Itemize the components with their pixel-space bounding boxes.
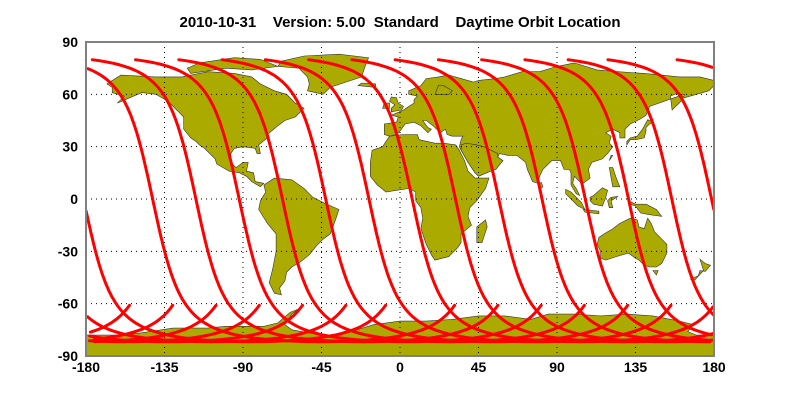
land-new-guinea bbox=[627, 200, 663, 217]
plot-frame bbox=[85, 41, 715, 357]
y-tick-label: -60 bbox=[58, 296, 78, 312]
orbit-track bbox=[88, 303, 131, 334]
x-tick-label: 135 bbox=[624, 359, 648, 375]
y-tick-label: -30 bbox=[58, 243, 78, 259]
land-taiwan bbox=[609, 155, 614, 161]
orbit-track bbox=[307, 58, 714, 344]
orbit-track bbox=[220, 58, 630, 344]
x-tick-label: 0 bbox=[396, 359, 404, 375]
land-south-america bbox=[258, 177, 340, 296]
orbit-track bbox=[480, 58, 709, 342]
orbit-track bbox=[86, 209, 388, 344]
x-tick-label: -90 bbox=[233, 359, 253, 375]
orbit-track bbox=[606, 58, 714, 211]
orbit-track bbox=[134, 58, 543, 344]
land-borneo bbox=[589, 187, 608, 207]
y-tick-label: 60 bbox=[62, 86, 78, 102]
y-tick-label: 90 bbox=[62, 34, 78, 50]
land-australia bbox=[596, 217, 668, 268]
y-tick-label: 30 bbox=[62, 139, 78, 155]
plot-area bbox=[86, 42, 714, 356]
x-tick-label: 180 bbox=[702, 359, 726, 375]
y-tick-label: 0 bbox=[70, 191, 78, 207]
orbit-track bbox=[436, 58, 712, 344]
land-sumatra bbox=[565, 188, 586, 211]
orbit-track bbox=[177, 58, 586, 344]
x-tick-label: -135 bbox=[150, 359, 178, 375]
land-arctic-islands bbox=[186, 57, 280, 74]
land-new-zealand bbox=[689, 258, 712, 281]
land-sulawesi bbox=[607, 196, 619, 208]
orbit-track bbox=[675, 58, 714, 69]
land-africa bbox=[370, 134, 490, 261]
chart-title: 2010-10-31 Version: 5.00 Standard Daytim… bbox=[179, 14, 621, 31]
x-tick-label: 90 bbox=[549, 359, 565, 375]
x-tick-label: 45 bbox=[471, 359, 487, 375]
x-tick-label: -180 bbox=[72, 359, 100, 375]
orbit-track bbox=[350, 58, 714, 344]
orbit-track bbox=[523, 58, 713, 337]
land-tasmania bbox=[652, 270, 659, 276]
orbit-track bbox=[263, 58, 673, 344]
x-tick-label: -45 bbox=[311, 359, 331, 375]
orbit-track bbox=[88, 303, 304, 344]
y-tick-label: -90 bbox=[58, 348, 78, 364]
land-madagascar bbox=[476, 219, 488, 243]
land-greenland bbox=[277, 53, 370, 95]
land-philippines bbox=[608, 167, 621, 188]
land-britain bbox=[389, 96, 404, 113]
orbit-track bbox=[566, 58, 714, 317]
orbit-track bbox=[393, 58, 714, 344]
